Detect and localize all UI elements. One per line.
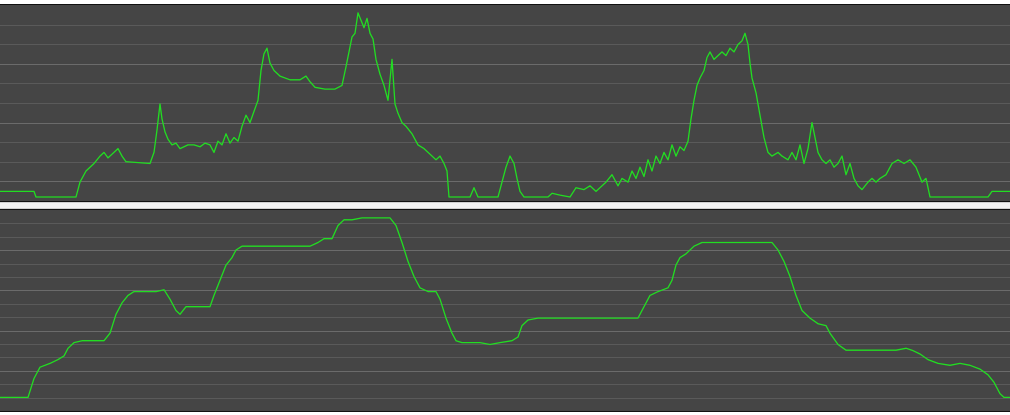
top-chart-panel <box>0 4 1010 202</box>
bottom-line-chart <box>0 217 1010 399</box>
panel-separator[interactable] <box>0 202 1010 209</box>
bottom-chart-panel <box>0 209 1010 412</box>
series-line-level <box>0 217 1010 399</box>
top-line-chart <box>0 12 1010 198</box>
series-line-rate <box>0 12 1010 198</box>
